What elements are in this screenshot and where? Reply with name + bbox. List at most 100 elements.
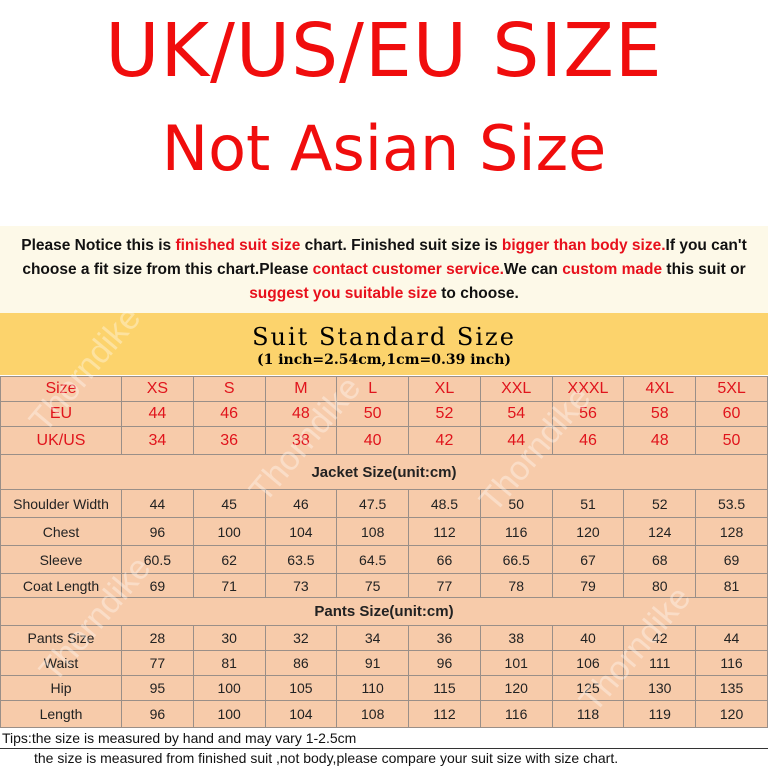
tip-line-1: Tips:the size is measured by hand and ma…: [0, 728, 768, 749]
table-cell: XL: [408, 376, 481, 402]
section-title: Pants Size(unit:cm): [0, 597, 768, 626]
table-row: Shoulder Width 44 45 46 47.5 48.5 50 51 52 53.5: [0, 489, 768, 518]
table-cell: 44: [121, 489, 194, 518]
table-cell: 104: [264, 700, 338, 728]
table-cell: XS: [121, 376, 194, 402]
table-cell: 50: [336, 401, 410, 427]
table-cell: 78: [479, 573, 553, 598]
table-row: Size XS S M L XL XXL XXXL 4XL 5XL: [0, 376, 768, 402]
notice-highlight: custom made: [562, 261, 663, 278]
notice-segment: Please Notice this is: [21, 237, 176, 254]
table-cell: 42: [408, 426, 481, 455]
table-cell: 60: [695, 401, 768, 427]
table-cell: 38: [479, 625, 553, 651]
chart-title: Suit Standard Size: [252, 323, 516, 351]
table-cell: 48: [623, 426, 697, 455]
table-cell: 79: [551, 573, 625, 598]
notice-segment: chart. Finished suit size is: [300, 237, 502, 254]
notice-highlight: contact customer service.: [312, 261, 504, 278]
table-cell: 36: [408, 625, 481, 651]
table-cell: 124: [623, 517, 697, 546]
subheadline: Not Asian Size: [161, 112, 607, 185]
notice-segment: We can: [503, 261, 563, 278]
table-row: Chest 96 100 104 108 112 116 120 124 128: [0, 517, 768, 546]
table-cell: 100: [192, 517, 266, 546]
table-row: EU 44 46 48 50 52 54 56 58 60: [0, 401, 768, 427]
table-cell: 116: [695, 650, 768, 676]
table-cell: 86: [264, 650, 338, 676]
table-cell: 104: [264, 517, 338, 546]
headline: UK/US/EU SIZE: [105, 8, 663, 94]
row-label: Size: [0, 376, 122, 402]
table-row: Coat Length 69 71 73 75 77 78 79 80 81: [0, 573, 768, 598]
table-cell: 108: [336, 700, 410, 728]
table-cell: 4XL: [623, 376, 697, 402]
table-cell: 77: [408, 573, 481, 598]
table-cell: 110: [336, 675, 410, 701]
table-cell: 116: [479, 700, 553, 728]
row-label: Chest: [0, 517, 122, 546]
row-label: Shoulder Width: [0, 489, 122, 518]
table-cell: 73: [264, 573, 338, 598]
notice-segment: If you can't choose a fit size from this…: [22, 237, 747, 278]
table-row: Waist 77 81 86 91 96 101 106 111 116: [0, 650, 768, 676]
table-cell: 101: [479, 650, 553, 676]
notice-highlight: bigger than body size.: [501, 237, 666, 254]
table-cell: 36: [192, 426, 266, 455]
notice-text: Please Notice this is finished suit size…: [0, 226, 768, 313]
table-cell: 75: [336, 573, 410, 598]
table-cell: 66.5: [479, 545, 553, 574]
table-cell: 115: [408, 675, 481, 701]
row-label: EU: [0, 401, 122, 427]
table-cell: 67: [551, 545, 625, 574]
table-cell: 46: [551, 426, 625, 455]
table-cell: 60.5: [121, 545, 194, 574]
row-label: Length: [0, 700, 122, 728]
table-cell: 64.5: [336, 545, 410, 574]
row-label: Coat Length: [0, 573, 122, 598]
row-label: Sleeve: [0, 545, 122, 574]
table-cell: 34: [121, 426, 194, 455]
table-cell: XXXL: [551, 376, 625, 402]
table-cell: 63.5: [264, 545, 338, 574]
notice-highlight: finished suit size: [175, 237, 301, 254]
table-cell: 111: [623, 650, 697, 676]
table-cell: 44: [695, 625, 768, 651]
tip-line-2: the size is measured from finished suit …: [0, 749, 768, 768]
table-cell: 100: [192, 675, 266, 701]
table-cell: 53.5: [695, 489, 768, 518]
table-cell: 112: [408, 517, 481, 546]
table-cell: 56: [551, 401, 625, 427]
table-cell: 62: [192, 545, 266, 574]
table-cell: 47.5: [336, 489, 410, 518]
row-label: Pants Size: [0, 625, 122, 651]
table-cell: XXL: [479, 376, 553, 402]
table-cell: 120: [695, 700, 768, 728]
table-cell: 58: [623, 401, 697, 427]
table-cell: S: [192, 376, 266, 402]
table-cell: 100: [192, 700, 266, 728]
table-cell: 112: [408, 700, 481, 728]
table-cell: 120: [551, 517, 625, 546]
table-cell: 40: [551, 625, 625, 651]
table-cell: 118: [551, 700, 625, 728]
table-cell: 30: [192, 625, 266, 651]
table-cell: 96: [121, 517, 194, 546]
table-cell: 128: [695, 517, 768, 546]
table-cell: 120: [479, 675, 553, 701]
table-cell: 68: [623, 545, 697, 574]
table-cell: 52: [623, 489, 697, 518]
table-cell: 44: [479, 426, 553, 455]
table-cell: 135: [695, 675, 768, 701]
table-cell: 95: [121, 675, 194, 701]
table-cell: 96: [408, 650, 481, 676]
table-cell: 32: [264, 625, 338, 651]
section-title: Jacket Size(unit:cm): [0, 454, 768, 490]
table-row: Hip 95 100 105 110 115 120 125 130 135: [0, 675, 768, 701]
table-cell: 40: [336, 426, 410, 455]
table-cell: 96: [121, 700, 194, 728]
notice-segment: this suit or: [662, 261, 746, 278]
row-label: Hip: [0, 675, 122, 701]
table-cell: 51: [551, 489, 625, 518]
table-cell: 50: [479, 489, 553, 518]
